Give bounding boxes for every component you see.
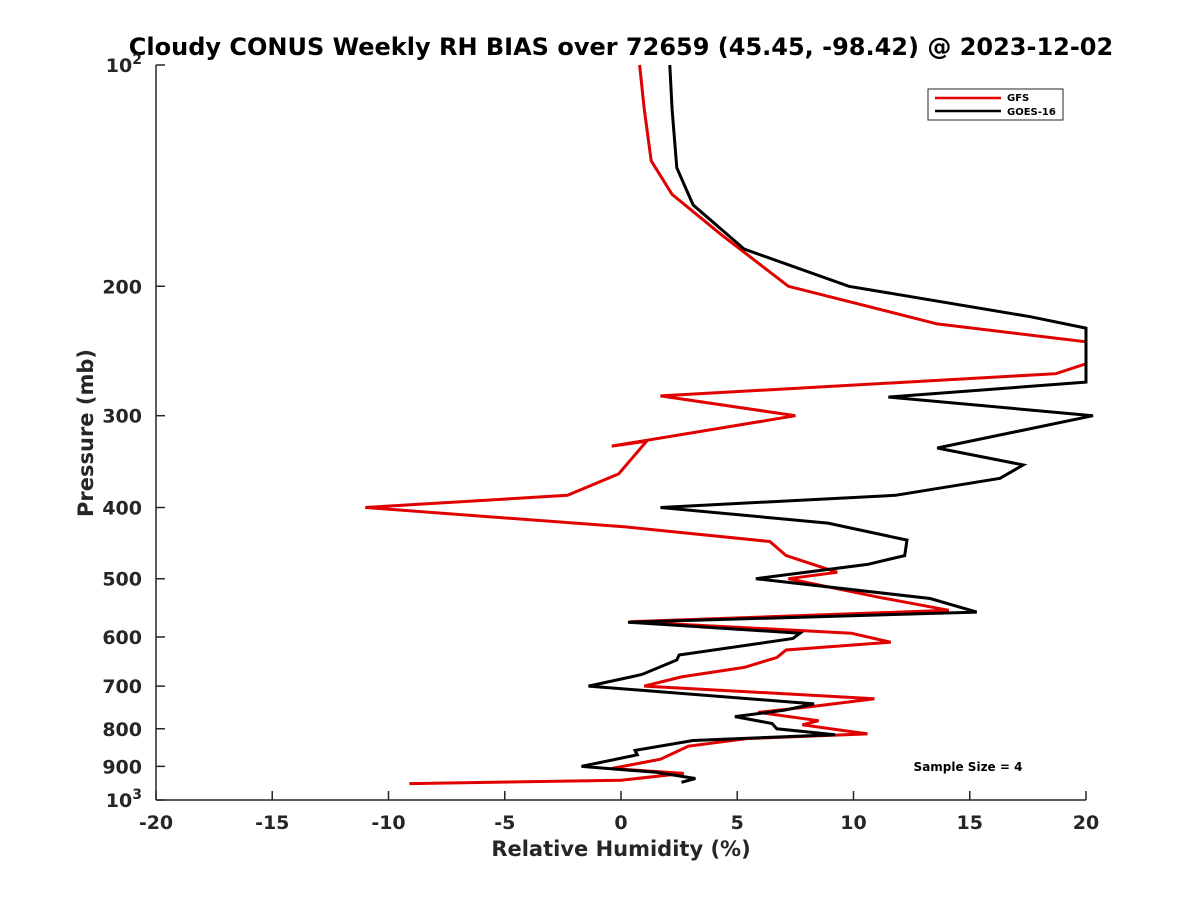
x-tick-label: -15 — [255, 812, 289, 834]
x-tick-label: -5 — [494, 812, 515, 834]
y-axis-label: Pressure (mb) — [74, 349, 98, 517]
y-tick-label: 500 — [102, 569, 142, 591]
y-ticks: 102 200 300 400 500 600 700 800 900 103 — [102, 52, 165, 812]
x-tick-label: 0 — [614, 812, 627, 834]
y-tick-label: 800 — [102, 719, 142, 741]
y-tick-label: 700 — [102, 676, 142, 698]
y-tick-label: 200 — [102, 276, 142, 298]
y-tick-label: 400 — [102, 498, 142, 520]
x-tick-label: 10 — [840, 812, 866, 834]
x-tick-label: -20 — [139, 812, 173, 834]
x-axis-label: Relative Humidity (%) — [491, 837, 750, 861]
legend-box — [927, 88, 1064, 121]
y-tick-label: 600 — [102, 627, 142, 649]
series-line-goes-16 — [581, 64, 1094, 784]
x-tick-label: 15 — [957, 812, 983, 834]
y-tick-label: 300 — [102, 406, 142, 428]
sample-size-annotation: Sample Size = 4 — [914, 760, 1023, 774]
x-tick-label: 5 — [731, 812, 744, 834]
x-tick-label: -10 — [371, 812, 405, 834]
x-tick-label: 20 — [1073, 812, 1099, 834]
legend-label-gfs: GFS — [1007, 93, 1029, 104]
legend: GFS GOES-16 — [927, 88, 1064, 121]
chart-title: Cloudy CONUS Weekly RH BIAS over 72659 (… — [129, 33, 1113, 61]
y-tick-label: 103 — [106, 787, 142, 812]
plot-area: -20 -15 -10 -5 0 5 10 15 20 102 200 300 400 500 600 70… — [102, 52, 1099, 834]
series-layer — [365, 64, 1094, 786]
x-ticks: -20 -15 -10 -5 0 5 10 15 20 — [139, 791, 1099, 834]
legend-label-goes16: GOES-16 — [1007, 107, 1056, 118]
y-tick-label: 102 — [106, 52, 142, 77]
series-line-gfs — [365, 64, 1088, 786]
y-tick-label: 900 — [102, 756, 142, 778]
